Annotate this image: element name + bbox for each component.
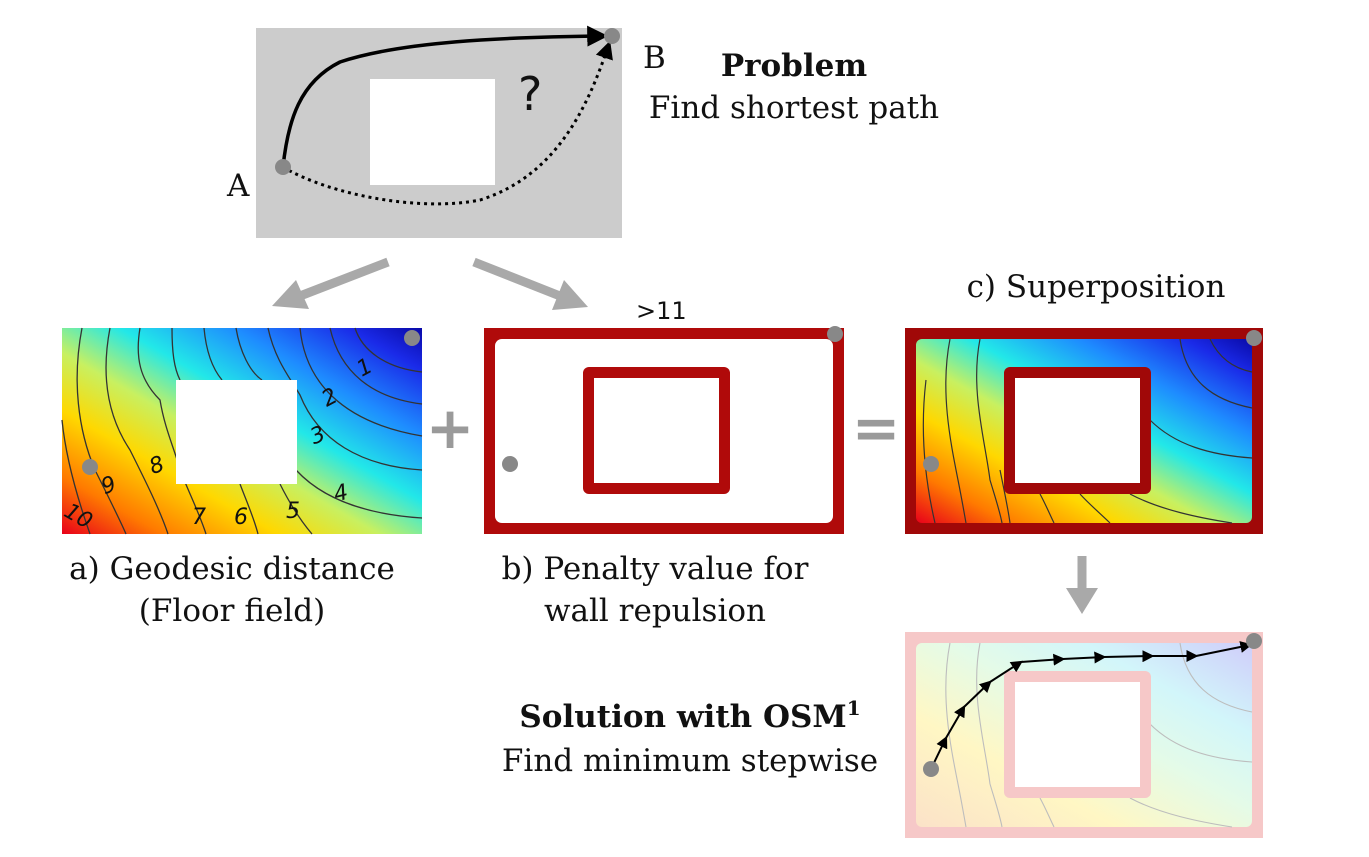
step-segment xyxy=(1103,650,1155,663)
contour-label: 7 xyxy=(192,505,206,530)
contour-line xyxy=(1079,493,1111,524)
plus-operator: + xyxy=(426,394,475,462)
solution-superscript: 1 xyxy=(847,696,861,720)
stepwise-path xyxy=(930,641,1253,770)
solution-obstacle-inner xyxy=(1015,682,1140,787)
contour-line xyxy=(61,419,91,535)
target-dot xyxy=(1246,633,1262,649)
panel-geodesic-distance: 1 2 3 4 5 6 7 8 9 10 a) Geodesic distanc… xyxy=(60,327,423,629)
contour-line xyxy=(1129,493,1233,524)
contour-line xyxy=(1149,419,1253,459)
solution-title-text: Solution with OSM xyxy=(519,699,846,735)
contour-label: 5 xyxy=(286,499,300,524)
contour-label: 4 xyxy=(331,480,351,508)
contour-line xyxy=(354,327,423,373)
down-arrow xyxy=(1066,556,1098,614)
step-segment xyxy=(1195,641,1253,657)
equals-operator: = xyxy=(852,394,901,462)
panel-superposition: c) Superposition xyxy=(905,269,1263,534)
step-segment xyxy=(945,704,966,739)
superposition-contours xyxy=(922,338,1253,524)
point-a-label: A xyxy=(226,168,250,204)
arrow-left-shaft xyxy=(298,257,390,301)
solution-title: Solution with OSM1 xyxy=(519,696,860,735)
step-segment xyxy=(963,680,992,708)
point-b-dot xyxy=(604,28,620,44)
panel-c-caption: c) Superposition xyxy=(967,269,1226,305)
contour-line xyxy=(999,469,1011,524)
contour-line xyxy=(1039,493,1055,524)
curved-path-solid xyxy=(281,25,609,168)
problem-title: Problem xyxy=(721,48,867,84)
panel-solution: Solution with OSM1 Find minimum stepwise xyxy=(502,632,1263,838)
panel-b-caption-line2: wall repulsion xyxy=(544,593,766,629)
contour-line xyxy=(235,327,423,519)
penalty-obstacle-inner xyxy=(594,378,719,483)
contour-line xyxy=(976,338,1003,524)
contour-line xyxy=(1179,338,1253,409)
arrow-left-head xyxy=(272,280,309,309)
problem-subtitle: Find shortest path xyxy=(649,90,939,126)
start-dot xyxy=(82,459,98,475)
down-arrow-head xyxy=(1066,588,1098,614)
solution-subtitle: Find minimum stepwise xyxy=(502,743,878,779)
contour-lines xyxy=(61,327,423,535)
contour-line xyxy=(267,327,423,471)
arrow-right-shaft xyxy=(472,257,562,301)
start-dot xyxy=(502,456,518,472)
contour-line xyxy=(137,327,207,535)
point-b-label: B xyxy=(643,40,666,76)
step-segment xyxy=(989,660,1024,683)
penalty-max-label: >11 xyxy=(636,297,687,325)
panel-a-caption-line2: (Floor field) xyxy=(139,593,325,629)
start-dot xyxy=(923,456,939,472)
panel-b-caption-line1: b) Penalty value for xyxy=(502,551,809,587)
contour-line xyxy=(976,642,1003,828)
target-dot xyxy=(827,326,843,342)
contour-line xyxy=(922,379,936,524)
step-segment xyxy=(1020,653,1066,666)
arrow-right-head xyxy=(552,280,588,310)
curved-path-dotted xyxy=(282,40,613,206)
target-dot xyxy=(1246,330,1262,346)
contour-label: 6 xyxy=(234,505,248,530)
contour-line xyxy=(171,327,259,535)
contour-line xyxy=(1209,338,1253,373)
question-mark: ? xyxy=(518,67,542,121)
contour-line xyxy=(1129,797,1233,828)
contour-line xyxy=(1149,723,1253,763)
contour-line xyxy=(945,642,967,828)
split-arrows xyxy=(272,257,588,310)
contour-line xyxy=(945,338,967,524)
problem-panel: ? A B Problem Find shortest path xyxy=(226,25,939,238)
floor-field-obstacle xyxy=(176,380,297,484)
contour-line xyxy=(329,327,423,405)
point-a-dot xyxy=(275,159,291,175)
superposition-obstacle-inner xyxy=(1015,378,1140,483)
contour-line xyxy=(105,327,169,535)
problem-obstacle xyxy=(370,79,495,185)
start-dot xyxy=(923,761,939,777)
contour-line xyxy=(299,327,423,437)
step-segment xyxy=(1062,651,1107,664)
panel-a-caption-line1: a) Geodesic distance xyxy=(69,551,395,587)
contour-line xyxy=(203,327,313,535)
contour-line xyxy=(1039,797,1055,828)
target-dot xyxy=(404,330,420,346)
panel-penalty-value: >11 b) Penalty value for wall repulsion xyxy=(484,297,844,629)
